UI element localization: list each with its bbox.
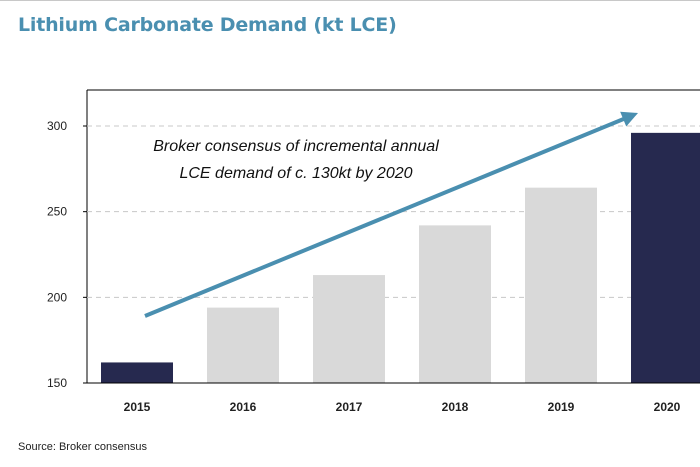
bar-2016 — [207, 307, 279, 383]
x-tick-label-2015: 2015 — [124, 400, 151, 414]
bar-2018 — [419, 225, 491, 383]
x-tick-label-2016: 2016 — [230, 400, 257, 414]
y-tick-label-200: 200 — [47, 290, 67, 304]
y-tick-label-300: 300 — [47, 119, 67, 133]
annotation-line-1: Broker consensus of incremental annual — [153, 138, 439, 155]
y-tick-label-150: 150 — [47, 376, 67, 390]
bar-2019 — [525, 187, 597, 383]
trend-arrow-line — [144, 116, 627, 318]
x-tick-label-2020: 2020 — [654, 400, 681, 414]
source-note: Source: Broker consensus — [18, 441, 148, 453]
trend-arrowhead — [620, 111, 638, 127]
x-tick-label-2017: 2017 — [336, 400, 363, 414]
bar-2020 — [631, 132, 700, 383]
page-title: Lithium Carbonate Demand (kt LCE) — [18, 14, 397, 36]
y-tick-label-250: 250 — [47, 205, 67, 219]
bar-2017 — [313, 275, 385, 383]
top-rule — [0, 0, 700, 1]
bar-2015 — [101, 362, 173, 383]
x-tick-label-2018: 2018 — [442, 400, 469, 414]
annotation-line-2: LCE demand of c. 130kt by 2020 — [179, 165, 412, 182]
x-tick-label-2019: 2019 — [548, 400, 575, 414]
